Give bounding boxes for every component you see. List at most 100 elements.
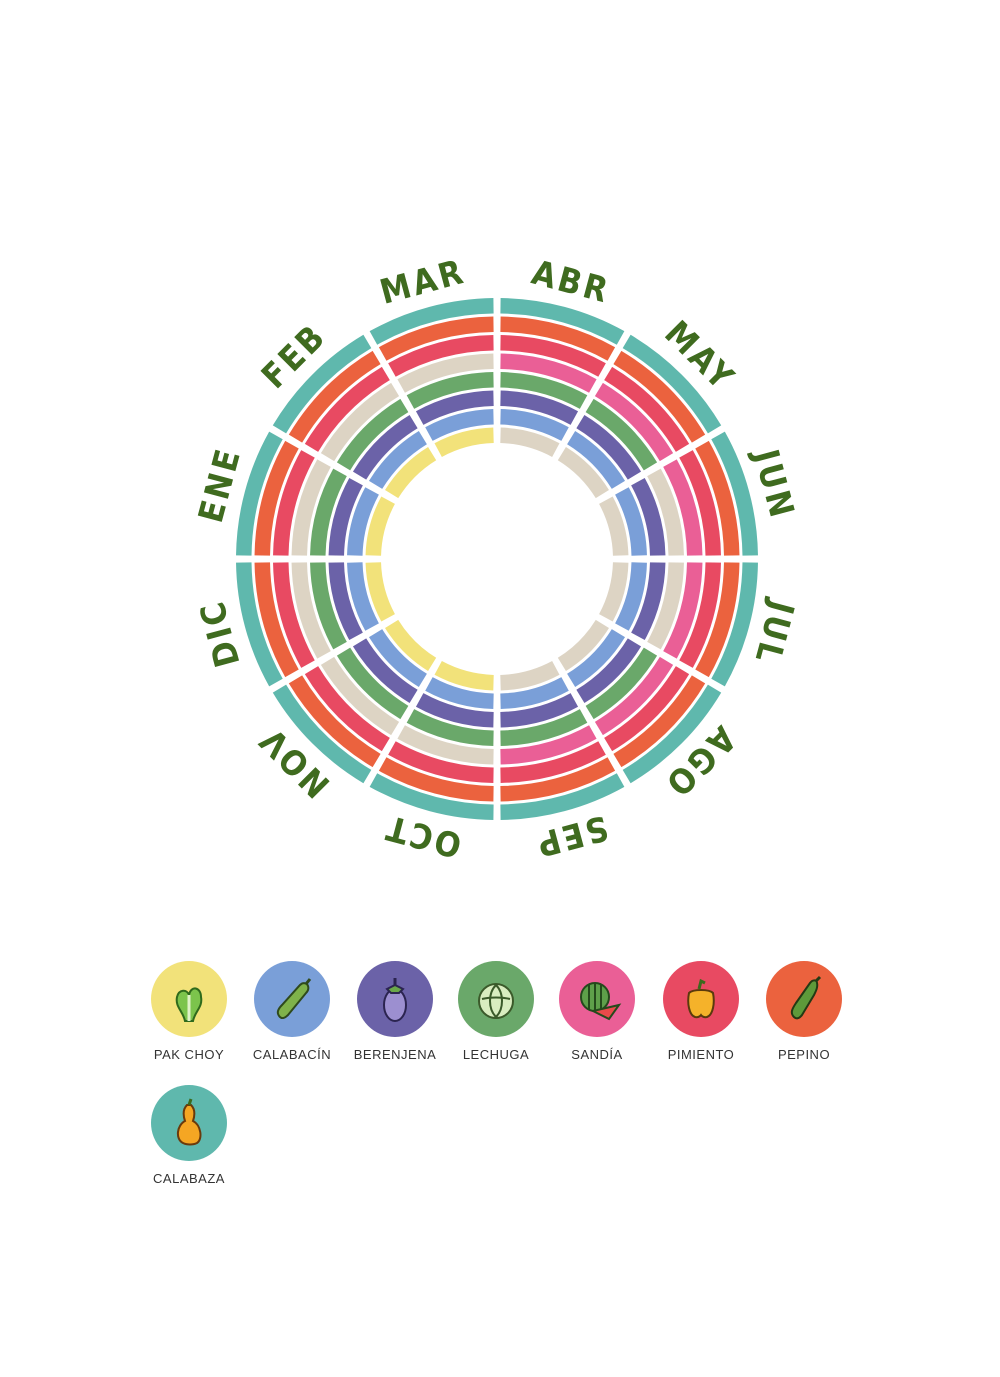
ring-segment bbox=[304, 366, 390, 452]
ring-segment bbox=[679, 562, 721, 668]
ring-segment bbox=[304, 666, 390, 752]
ring-segment bbox=[557, 447, 609, 499]
ring-segment bbox=[352, 414, 418, 480]
ring-segment bbox=[631, 562, 666, 641]
ring-segment bbox=[406, 709, 494, 746]
zucchini-icon bbox=[254, 961, 330, 1037]
ring-segment bbox=[288, 350, 381, 443]
ring-segment bbox=[647, 562, 684, 650]
ring-segment bbox=[254, 562, 299, 678]
ring-segment bbox=[415, 390, 494, 425]
ring-segment bbox=[369, 298, 494, 345]
ring-segment bbox=[434, 661, 494, 691]
month-label: DIC bbox=[192, 595, 248, 671]
ring-segment bbox=[291, 459, 331, 556]
ring-segment bbox=[500, 725, 597, 765]
ring-segment bbox=[604, 366, 690, 452]
month-label: JUL bbox=[746, 595, 802, 670]
ring-segment bbox=[500, 773, 625, 820]
ring-segment bbox=[328, 562, 363, 641]
legend-item-berenjena: BERENJENA bbox=[340, 961, 450, 1062]
ring-segment bbox=[711, 562, 758, 687]
ring-segment bbox=[663, 459, 703, 556]
ring-segment bbox=[679, 450, 721, 556]
legend-item-lechuga: LECHUGA bbox=[441, 961, 551, 1062]
ring-segment bbox=[406, 372, 494, 409]
ring-segment bbox=[622, 684, 722, 784]
ring-segment bbox=[397, 725, 494, 765]
legend-label: CALABAZA bbox=[153, 1171, 225, 1186]
ring-segment bbox=[613, 675, 706, 768]
ring-segment bbox=[622, 334, 722, 434]
ring-segment bbox=[236, 431, 283, 556]
legend-label: LECHUGA bbox=[462, 1047, 530, 1062]
ring-segment bbox=[500, 741, 606, 783]
ring-segment bbox=[347, 487, 379, 556]
ring-segment bbox=[500, 409, 569, 441]
ring-segment bbox=[328, 477, 363, 556]
ring-segment bbox=[385, 447, 437, 499]
ring-segment bbox=[615, 562, 647, 631]
ring-segment bbox=[347, 562, 379, 631]
ring-segment bbox=[695, 440, 740, 556]
ring-segment bbox=[567, 430, 626, 489]
lettuce-icon bbox=[458, 961, 534, 1037]
pumpkin-icon bbox=[151, 1085, 227, 1161]
ring-segment bbox=[613, 350, 706, 443]
ring-segment bbox=[369, 773, 494, 820]
legend-item-pimiento: PIMIENTO bbox=[646, 961, 756, 1062]
ring-segment bbox=[500, 353, 597, 393]
ring-segment bbox=[288, 675, 381, 768]
ring-segment bbox=[415, 693, 494, 728]
calendar-rings bbox=[236, 298, 758, 820]
ring-segment bbox=[272, 684, 372, 784]
month-label: AGO bbox=[656, 718, 744, 806]
watermelon-icon bbox=[559, 961, 635, 1037]
ring-segment bbox=[365, 562, 395, 622]
ring-segment bbox=[604, 666, 690, 752]
ring-segment bbox=[594, 656, 674, 736]
ring-segment bbox=[594, 382, 674, 462]
ring-segment bbox=[320, 382, 400, 462]
ring-segment bbox=[273, 562, 315, 668]
ring-segment bbox=[500, 693, 579, 728]
ring-segment bbox=[500, 427, 560, 457]
legend-item-calabacin: CALABACÍN bbox=[237, 961, 347, 1062]
legend-label: CALABACÍN bbox=[252, 1047, 332, 1062]
legend-item-pepino: PEPINO bbox=[749, 961, 859, 1062]
ring-segment bbox=[695, 562, 740, 678]
ring-segment bbox=[576, 638, 642, 704]
ring-segment bbox=[425, 409, 494, 441]
ring-segment bbox=[599, 562, 629, 622]
ring-segment bbox=[500, 757, 616, 802]
ring-segment bbox=[500, 390, 579, 425]
ring-segment bbox=[500, 372, 588, 409]
legend-label: PAK CHOY bbox=[153, 1047, 225, 1062]
ring-segment bbox=[567, 629, 626, 688]
legend-label: PEPINO bbox=[777, 1047, 831, 1062]
legend-label: SANDÍA bbox=[571, 1047, 623, 1062]
month-label: NOV bbox=[251, 718, 338, 805]
legend-label: PIMIENTO bbox=[667, 1047, 735, 1062]
ring-segment bbox=[585, 398, 658, 471]
ring-segment bbox=[599, 496, 629, 556]
ring-segment bbox=[388, 335, 494, 377]
ring-segment bbox=[434, 427, 494, 457]
ring-segment bbox=[272, 334, 372, 434]
ring-segment bbox=[273, 450, 315, 556]
ring-segment bbox=[647, 468, 684, 556]
ring-segment bbox=[368, 430, 427, 489]
ring-segment bbox=[336, 398, 409, 471]
month-label: MAY bbox=[656, 313, 742, 399]
ring-segment bbox=[500, 677, 569, 709]
ring-segment bbox=[378, 757, 494, 802]
ring-segment bbox=[576, 414, 642, 480]
pepper-icon bbox=[663, 961, 739, 1037]
ring-segment bbox=[365, 496, 395, 556]
ring-segment bbox=[352, 638, 418, 704]
ring-segment bbox=[310, 562, 347, 650]
ring-segment bbox=[388, 741, 494, 783]
ring-segment bbox=[254, 440, 299, 556]
